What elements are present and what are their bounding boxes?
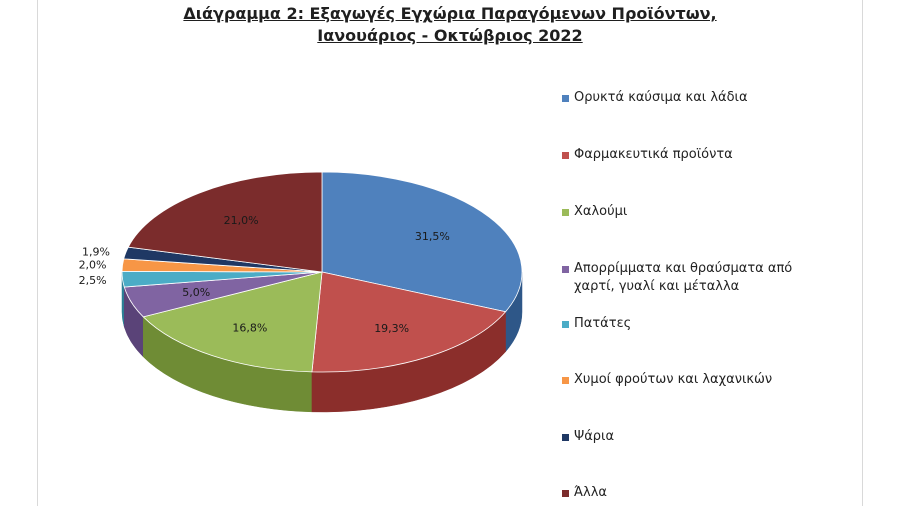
legend-item: Ορυκτά καύσιμα και λάδια [562, 89, 819, 107]
legend-item: Φαρμακευτικά προϊόντα [562, 146, 819, 164]
pie-data-label: 2,5% [79, 274, 107, 287]
legend-swatch [562, 152, 569, 159]
pie-data-label: 16,8% [232, 321, 267, 334]
pie-slice [127, 171, 323, 273]
legend-label: Πατάτες [574, 316, 632, 331]
pie-data-label: 5,0% [182, 286, 210, 299]
legend-swatch [562, 266, 569, 273]
pie-data-label: 1,9% [82, 245, 110, 258]
legend-item: Χαλούμι [562, 203, 819, 221]
chart-frame-right-border [862, 0, 863, 506]
legend-item: Πατάτες [562, 315, 819, 333]
legend-swatch [562, 434, 569, 441]
pie-data-label: 31,5% [415, 230, 450, 243]
legend-swatch [562, 209, 569, 216]
legend-label: Φαρμακευτικά προϊόντα [574, 147, 733, 162]
chart-frame-left-border [37, 0, 38, 506]
legend-swatch [562, 490, 569, 497]
pie-data-label: 21,0% [224, 214, 259, 227]
pie-slice [321, 171, 523, 313]
legend-item: Άλλα [562, 484, 819, 502]
chart-title-line-2: Ιανουάριος - Οκτώβριος 2022 [317, 26, 583, 45]
legend-label: Ορυκτά καύσιμα και λάδια [574, 90, 748, 105]
pie-data-label: 19,3% [374, 322, 409, 335]
legend-label: Απορρίμματα και θραύσματα από χαρτί, γυα… [574, 261, 793, 294]
legend-item: Χυμοί φρούτων και λαχανικών [562, 371, 819, 389]
legend-swatch [562, 95, 569, 102]
legend-swatch [562, 377, 569, 384]
legend-item: Απορρίμματα και θραύσματα από χαρτί, γυα… [562, 260, 819, 296]
legend-item: Ψάρια [562, 428, 819, 446]
pie-slice [311, 271, 507, 373]
pie-slice [142, 271, 323, 373]
legend-label: Άλλα [574, 485, 607, 500]
chart-title-line-1: Διάγραμμα 2: Εξαγωγές Εγχώρια Παραγόμενω… [183, 4, 717, 23]
legend-label: Χαλούμι [574, 204, 628, 219]
legend-label: Ψάρια [574, 429, 615, 444]
legend-swatch [562, 321, 569, 328]
pie-data-label: 2,0% [79, 259, 107, 272]
legend-label: Χυμοί φρούτων και λαχανικών [574, 372, 773, 387]
